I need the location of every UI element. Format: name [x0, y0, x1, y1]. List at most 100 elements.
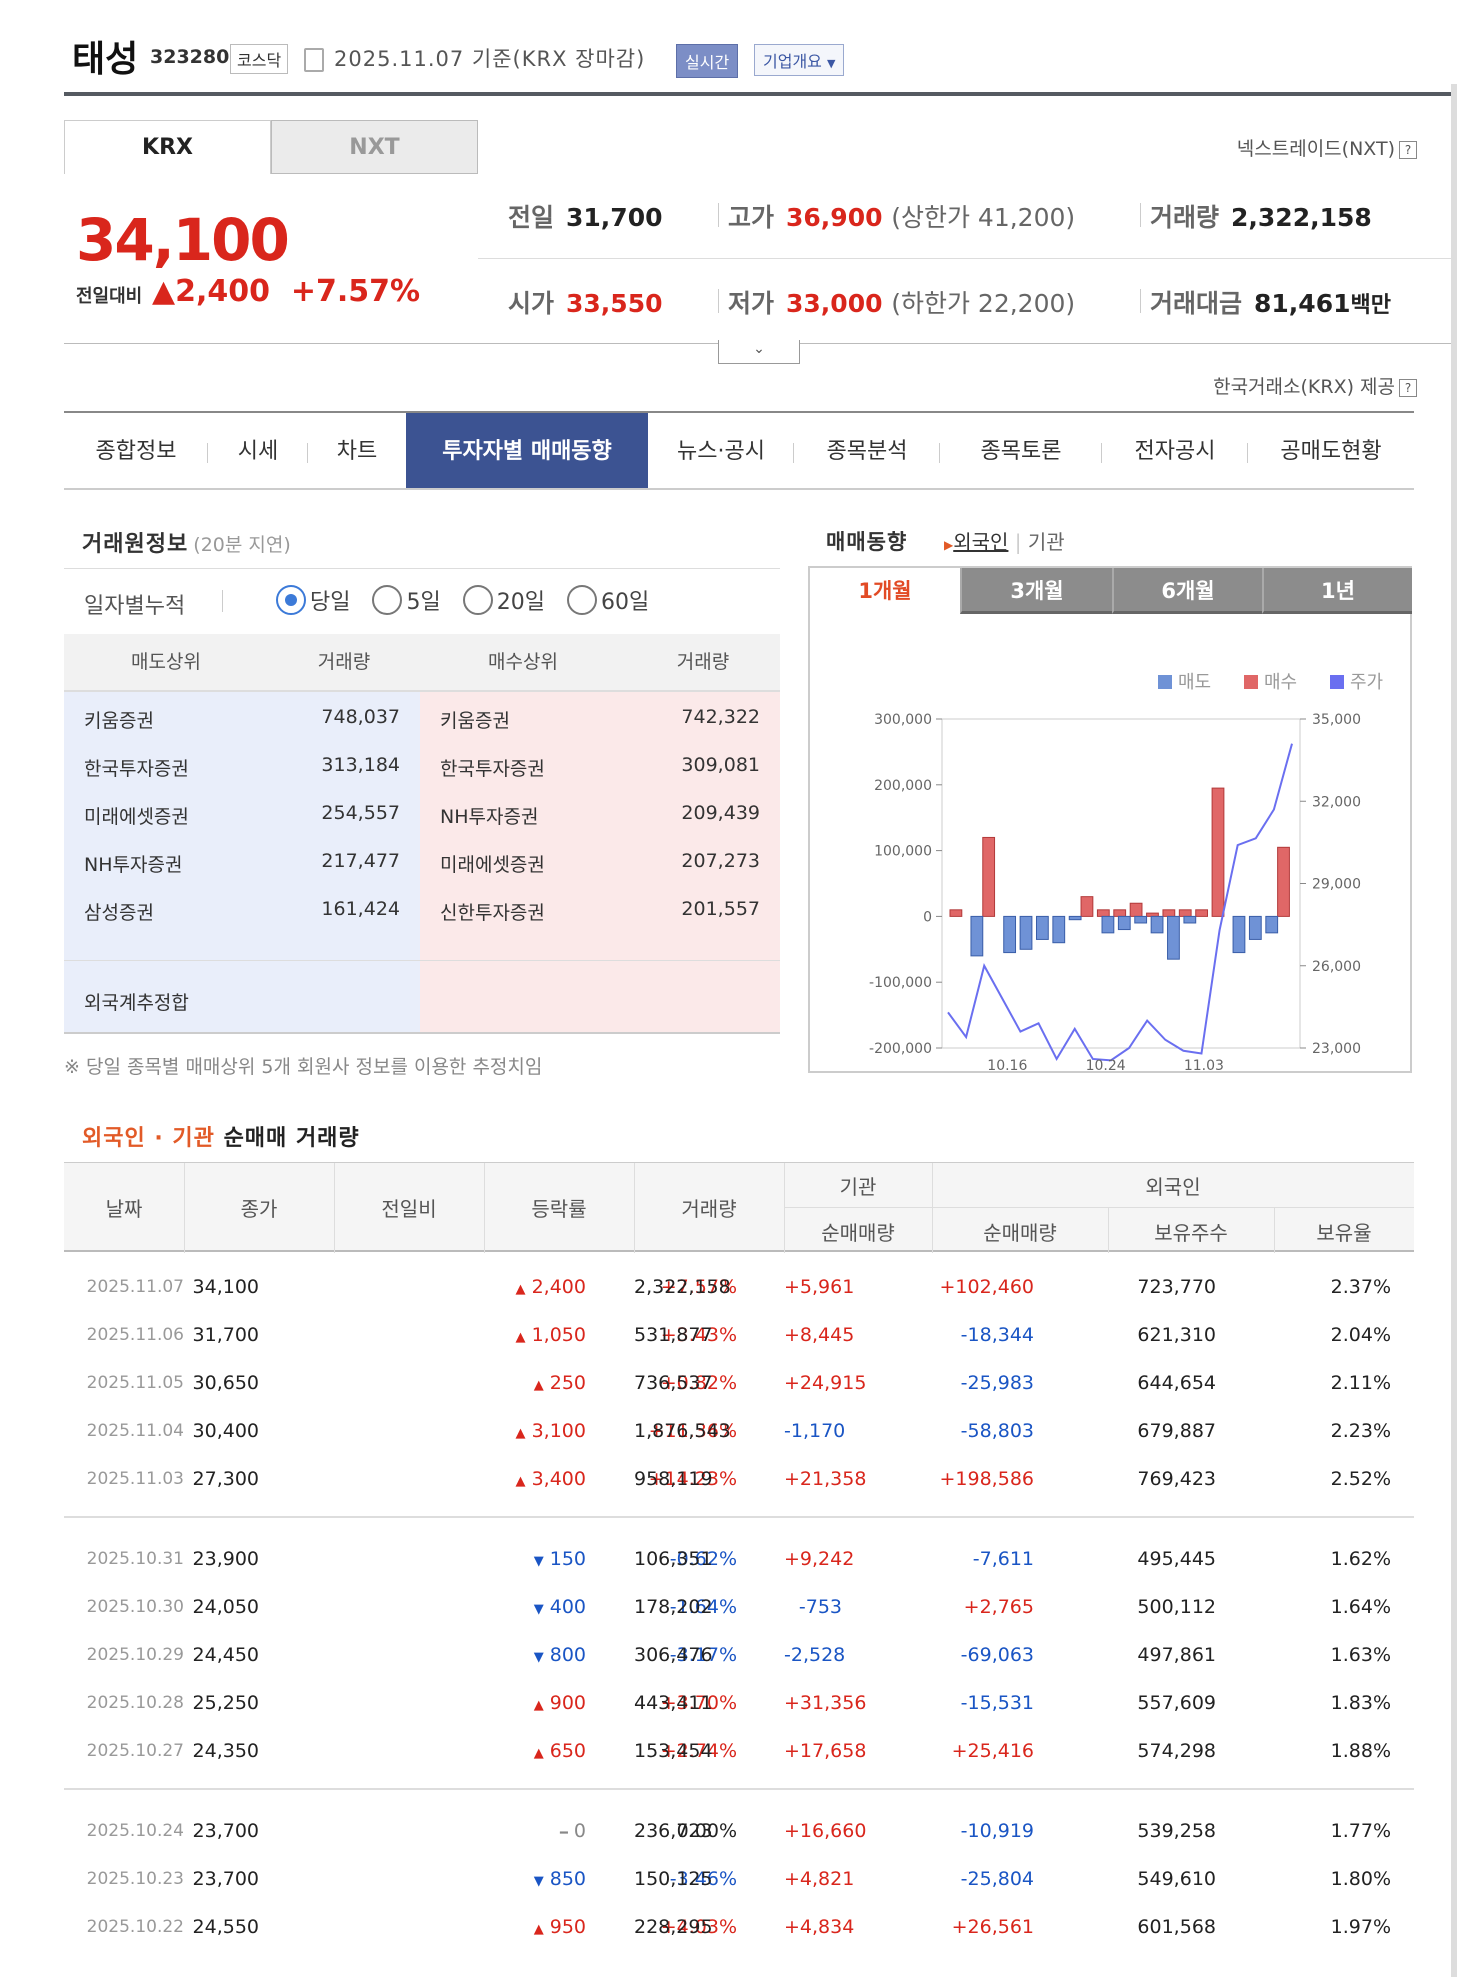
up-triangle-icon: ▲ — [533, 1698, 544, 1713]
radio-60d[interactable]: 60일 — [566, 584, 650, 616]
tab-quotes[interactable]: 시세 — [208, 413, 308, 488]
cell-close: 24,050 — [192, 1596, 259, 1618]
base-date: 2025.11.07 기준(KRX 장마감) — [334, 47, 646, 71]
cell-inst: +4,821 — [784, 1868, 855, 1890]
radio-checked-icon — [276, 585, 306, 615]
buy-bar — [1211, 787, 1225, 917]
cell-inst: +5,961 — [784, 1276, 855, 1298]
rank-head-buy-vol: 거래량 — [676, 651, 730, 673]
cell-change-value: 800 — [549, 1644, 586, 1666]
cell-date: 2025.10.27 — [86, 1741, 184, 1761]
help-icon[interactable]: ? — [1399, 140, 1417, 159]
market-badge: 코스닥 — [230, 44, 289, 74]
period-tab-1y[interactable]: 1년 — [1262, 568, 1412, 614]
radio-unchecked-icon — [372, 585, 403, 615]
cell-foreign: +26,561 — [951, 1916, 1034, 1938]
divider — [222, 590, 223, 612]
period-tab-6m[interactable]: 6개월 — [1112, 568, 1262, 614]
cell-close: 31,700 — [192, 1324, 259, 1346]
table-row: 2025.11.06 31,700 ▲ 1,050 +3.43% 531,877… — [64, 1312, 1414, 1358]
stat-amount-label: 거래대금 — [1150, 289, 1243, 318]
buy-broker-name: 미래에셋증권 — [440, 854, 545, 876]
stat-separator — [718, 203, 719, 227]
cell-foreign: -25,804 — [960, 1868, 1034, 1890]
radio-20d[interactable]: 20일 — [462, 584, 545, 616]
right-axis-label: 26,000 — [1312, 959, 1361, 975]
stat-row-divider — [478, 258, 1457, 259]
broker-note: ※ 당일 종목별 매매상위 5개 회원사 정보를 이용한 추정치임 — [64, 1056, 543, 1078]
tab-krx[interactable]: KRX — [64, 120, 271, 174]
nxt-link-label: 넥스트레이드(NXT) — [1236, 138, 1395, 160]
cell-ratio: 2.11% — [1330, 1372, 1391, 1394]
cell-ratio: 2.52% — [1330, 1468, 1391, 1490]
cell-date: 2025.10.30 — [86, 1597, 184, 1617]
x-axis-label: 10.16 — [987, 1058, 1027, 1071]
cell-change: ▼ 400 — [334, 1584, 586, 1633]
header-divider — [64, 92, 1457, 96]
radio-5d-label: 5일 — [406, 590, 441, 615]
legend-label: 주가 — [1350, 672, 1383, 693]
net-table-header: 날짜 종가 전일비 등락률 거래량 기관 외국인 순매매량 순매매량 보유주수 … — [64, 1162, 1414, 1253]
cell-rate: +4.03% — [660, 1916, 737, 1938]
left-axis-label: 200,000 — [874, 778, 932, 794]
cell-change: ▲ 900 — [334, 1680, 586, 1729]
sell-bar — [1019, 915, 1033, 950]
tab-short-selling[interactable]: 공매도현황 — [1280, 439, 1382, 464]
buy-bar — [1277, 846, 1290, 917]
sell-broker-volume: 748,037 — [321, 706, 400, 728]
cell-change: ▼ 850 — [334, 1856, 586, 1905]
help-icon[interactable]: ? — [1399, 378, 1417, 397]
cell-date: 2025.10.22 — [86, 1917, 184, 1937]
cell-ratio: 1.62% — [1330, 1548, 1391, 1570]
radio-5d[interactable]: 5일 — [372, 584, 441, 616]
buy-broker-volume: 209,439 — [681, 802, 760, 824]
tab-discussion[interactable]: 종목토론 — [940, 413, 1102, 488]
period-tab-1m[interactable]: 1개월 — [810, 568, 960, 614]
tab-nxt[interactable]: NXT — [271, 120, 478, 174]
cell-close: 23,700 — [192, 1868, 259, 1890]
plot-area — [941, 718, 1301, 1049]
th-volume: 거래량 — [681, 1197, 737, 1221]
period-tab-3m[interactable]: 3개월 — [960, 568, 1112, 614]
stat-low: 저가 33,000 (하한가 22,200) — [728, 284, 1075, 320]
tab-investor-trend[interactable]: 투자자별 매매동향 — [406, 413, 648, 488]
tab-news[interactable]: 뉴스·공시 — [648, 413, 794, 488]
buy-bar — [949, 909, 963, 917]
up-triangle-icon: ▲ — [533, 1378, 544, 1393]
cell-date: 2025.11.03 — [86, 1469, 184, 1489]
nxt-link[interactable]: 넥스트레이드(NXT)? — [1237, 134, 1417, 161]
cell-close: 23,900 — [192, 1548, 259, 1570]
cell-change-value: 900 — [549, 1692, 586, 1714]
tab-analysis[interactable]: 종목분석 — [794, 413, 940, 488]
buy-broker-volume: 201,557 — [681, 898, 760, 920]
stat-volume: 거래량 2,322,158 — [1150, 198, 1372, 234]
realtime-button[interactable]: 실시간 — [676, 44, 739, 78]
cumulative-label: 일자별누적 — [84, 594, 186, 619]
col-separator — [634, 1163, 635, 1253]
document-icon[interactable] — [304, 48, 324, 72]
stat-high-label: 고가 — [728, 203, 775, 232]
th-foreign: 외국인 — [1145, 1175, 1201, 1199]
scrollbar-track[interactable] — [1451, 84, 1457, 1977]
tab-disclosure[interactable]: 전자공시 — [1102, 413, 1248, 488]
sell-bar — [1248, 915, 1262, 940]
cell-inst: -2,528 — [784, 1644, 846, 1666]
corp-overview-dropdown[interactable]: 기업개요 ▼ — [754, 44, 845, 76]
cell-inst: -1,170 — [784, 1420, 846, 1442]
tab-overview[interactable]: 종합정보 — [64, 413, 208, 488]
right-axis-label: 23,000 — [1312, 1041, 1361, 1057]
table-row: 2025.10.28 25,250 ▲ 900 +3.70% 443,411 +… — [64, 1680, 1414, 1726]
radio-today[interactable]: 당일 — [276, 584, 350, 616]
cell-change-value: 650 — [549, 1740, 586, 1762]
filter-foreign[interactable]: 외국인 — [953, 530, 1009, 554]
filter-institution[interactable]: 기관 — [1027, 530, 1065, 554]
buy-bar — [1080, 896, 1094, 917]
radio-60d-label: 60일 — [600, 590, 650, 615]
filter-separator: | — [1014, 530, 1022, 554]
cell-rate: +7.57% — [660, 1276, 737, 1298]
expand-button[interactable]: ⌄ — [718, 340, 800, 364]
cell-holding: 549,610 — [1137, 1868, 1216, 1890]
left-axis-label: 300,000 — [874, 712, 932, 728]
left-axis-label: 0 — [923, 909, 932, 925]
tab-chart[interactable]: 차트 — [336, 439, 378, 464]
